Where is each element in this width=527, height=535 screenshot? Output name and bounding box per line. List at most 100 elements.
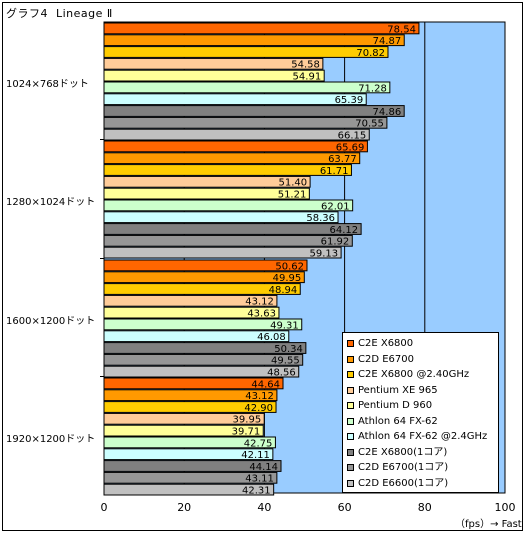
bar: [103, 46, 389, 58]
legend-label: Pentium XE 965: [358, 384, 438, 396]
bar-value-label: 39.71: [232, 427, 261, 438]
bar: [103, 330, 290, 343]
bar-value-label: 78.54: [387, 24, 416, 35]
bar: [103, 140, 368, 153]
bar: [103, 401, 277, 413]
legend-label: C2E X6800: [358, 338, 414, 349]
bar: [103, 436, 276, 449]
legend-swatch: [347, 479, 354, 487]
bar: [103, 22, 420, 35]
legend-label: C2D E6700(1コア): [358, 462, 449, 473]
bar-value-label: 49.55: [271, 356, 300, 367]
chart-legend: C2E X6800 C2D E6700 C2E X6800 @2.40GHz Pent…: [342, 332, 499, 493]
bar: [103, 318, 303, 331]
bar: [103, 164, 352, 176]
bar-value-label: 62.01: [321, 201, 350, 212]
legend-swatch: [347, 464, 354, 471]
x-tick-label: 20: [177, 501, 192, 514]
bar-value-label: 61.71: [320, 166, 349, 177]
bar-value-label: 42.75: [244, 438, 273, 449]
bar: [103, 460, 282, 472]
bar-value-label: 48.94: [269, 285, 298, 296]
bar: [103, 152, 361, 165]
bar-value-label: 54.91: [293, 72, 322, 83]
bar-value-label: 59.13: [309, 249, 338, 260]
bar-value-label: 44.64: [251, 379, 280, 390]
bar-value-label: 48.56: [267, 368, 296, 379]
bar-value-label: 43.12: [245, 391, 274, 402]
bar: [103, 306, 280, 319]
bar: [103, 175, 311, 188]
bar-value-label: 63.77: [328, 154, 357, 165]
chart-title: グラフ4 Lineage Ⅱ: [6, 7, 113, 20]
legend-swatch: [347, 386, 354, 394]
bar: [103, 342, 307, 354]
bar-value-label: 54.58: [291, 60, 320, 71]
bar: [103, 471, 278, 484]
legend-swatch: [347, 448, 354, 456]
bar: [103, 353, 304, 366]
legend-swatch: [347, 371, 354, 378]
bar: [103, 483, 275, 496]
bar-value-label: 39.95: [233, 415, 262, 426]
bar: [103, 93, 367, 106]
legend-label: C2E X6800 @2.40GHz: [358, 369, 470, 380]
bar: [103, 271, 305, 284]
bar: [103, 294, 278, 307]
bar-value-label: 58.36: [306, 213, 335, 224]
bar-value-label: 50.62: [275, 261, 304, 272]
bar: [103, 377, 284, 390]
bar-value-label: 42.90: [244, 403, 273, 414]
bar-value-label: 42.31: [242, 486, 271, 497]
category-label: 1280×1024ドット: [6, 197, 96, 208]
legend-swatch: [347, 340, 354, 347]
bar: [103, 234, 353, 247]
bar: [103, 211, 339, 224]
bar: [103, 81, 391, 94]
bar-value-label: 43.12: [245, 297, 274, 308]
bar-value-label: 49.95: [273, 273, 302, 284]
category-label: 1600×1200ドット: [6, 316, 96, 327]
bar: [103, 128, 370, 141]
bar: [103, 448, 274, 461]
bar: [103, 365, 300, 378]
bar-value-label: 51.40: [278, 178, 307, 189]
bar-value-label: 70.82: [356, 48, 385, 59]
x-tick-label: 80: [417, 501, 432, 514]
bar: [103, 412, 265, 425]
bar: [103, 389, 278, 402]
x-tick-label: 40: [257, 501, 272, 514]
legend-label: C2E X6800(1コア): [358, 446, 448, 458]
category-label: 1920×1200ドット: [6, 434, 96, 445]
x-axis-label: （fps）→ Fast: [455, 519, 522, 530]
bar: [103, 105, 405, 117]
bar-value-label: 74.87: [373, 36, 402, 47]
bar: [103, 57, 324, 70]
bar: [103, 199, 354, 212]
legend-swatch: [347, 433, 354, 440]
bar-value-label: 44.14: [249, 462, 278, 473]
bar-value-label: 43.63: [247, 309, 276, 320]
legend-swatch: [347, 402, 354, 409]
bar: [103, 259, 308, 272]
bar-value-label: 66.15: [338, 131, 367, 142]
bar-value-label: 65.69: [336, 142, 365, 153]
bar-value-label: 46.08: [257, 332, 286, 343]
legend-label: Athlon 64 FX-62 @2.4GHz: [358, 431, 488, 442]
bar: [103, 424, 264, 437]
bar: [103, 34, 405, 47]
legend-swatch: [347, 355, 354, 363]
bar-value-label: 49.31: [270, 320, 299, 331]
bar-value-label: 51.21: [278, 190, 307, 201]
bar-value-label: 42.11: [241, 450, 270, 461]
x-tick-label: 60: [337, 501, 352, 514]
bar-value-label: 71.28: [358, 83, 387, 94]
x-tick-label: 100: [494, 501, 516, 514]
bar-value-label: 65.39: [335, 95, 364, 106]
x-tick-label: 0: [100, 501, 108, 514]
bar-value-label: 43.11: [245, 474, 274, 485]
bar-value-label: 64.12: [329, 225, 358, 236]
bar-value-label: 70.55: [355, 119, 384, 130]
bar: [103, 223, 362, 235]
legend-label: Athlon 64 FX-62: [358, 415, 438, 427]
